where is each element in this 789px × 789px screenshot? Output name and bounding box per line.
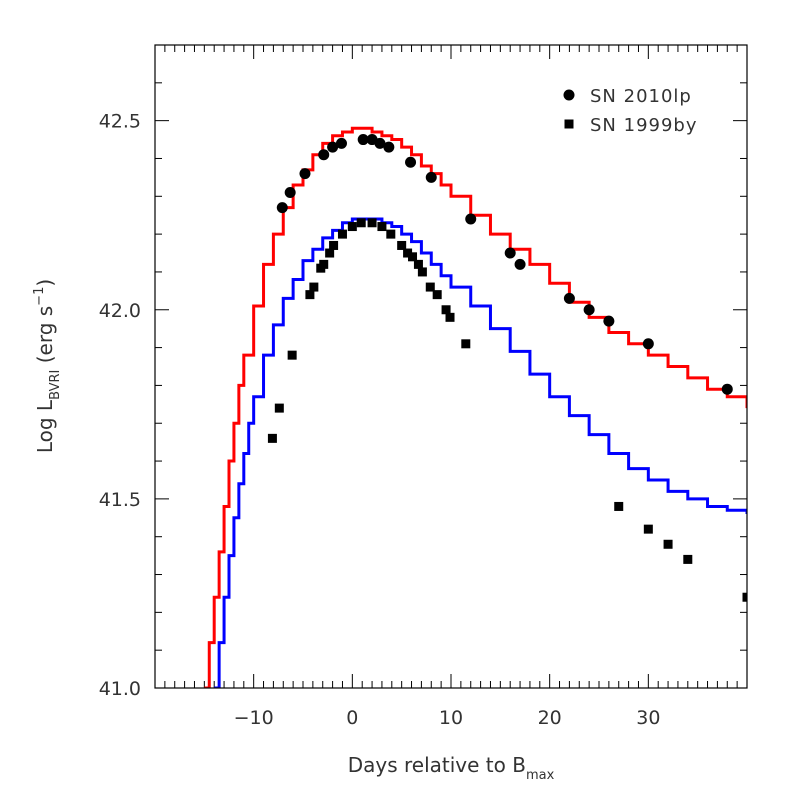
point-sn2010lp: [318, 149, 330, 161]
legend: SN 2010lp SN 1999by: [563, 86, 698, 136]
point-sn2010lp: [465, 213, 477, 225]
point-sn2010lp: [721, 383, 733, 395]
point-sn1999by: [614, 501, 624, 511]
x-tick-label: 10: [439, 707, 463, 729]
point-sn2010lp: [514, 258, 526, 270]
legend-marker-square: [564, 119, 574, 129]
point-sn2010lp: [405, 156, 417, 168]
y-axis-label-main: Log L: [33, 399, 57, 453]
point-sn2010lp: [563, 292, 575, 304]
point-sn2010lp: [583, 304, 595, 316]
x-axis-label: Days relative to Bmax: [348, 753, 555, 783]
point-sn2010lp: [276, 202, 288, 214]
point-sn2010lp: [327, 141, 339, 153]
point-sn1999by: [337, 229, 347, 239]
y-tick-label: 42.0: [99, 300, 141, 322]
y-tick-label: 42.5: [99, 111, 141, 133]
point-sn1999by: [445, 312, 455, 322]
x-axis-label-sub: max: [526, 768, 555, 783]
y-tick-label: 41.0: [99, 678, 141, 700]
legend-label: SN 1999by: [590, 115, 698, 136]
y-tick-label: 41.5: [99, 489, 141, 511]
x-tick-label: −10: [234, 707, 274, 729]
point-sn1999by: [408, 252, 418, 262]
point-sn2010lp: [603, 315, 615, 327]
point-sn1999by: [356, 218, 366, 228]
point-sn2010lp: [284, 187, 296, 199]
y-axis-label-sup: −1: [32, 287, 47, 306]
point-sn1999by: [683, 554, 693, 564]
point-sn2010lp: [357, 134, 369, 146]
point-sn2010lp: [299, 168, 311, 180]
point-sn1999by: [267, 433, 277, 443]
point-sn1999by: [432, 290, 442, 300]
point-sn1999by: [319, 259, 329, 269]
point-sn1999by: [386, 229, 396, 239]
y-axis-label-unit: (erg s: [33, 306, 57, 370]
point-sn1999by: [367, 218, 377, 228]
y-axis-label-sub: BVRI: [48, 370, 63, 400]
point-sn2010lp: [504, 247, 516, 259]
point-sn1999by: [397, 240, 407, 250]
point-sn1999by: [305, 290, 315, 300]
x-tick-label: 0: [346, 707, 358, 729]
point-sn2010lp: [335, 137, 347, 149]
point-sn2010lp: [425, 171, 437, 183]
point-sn2010lp: [642, 338, 654, 350]
point-sn1999by: [417, 267, 427, 277]
point-sn1999by: [413, 259, 423, 269]
point-sn2010lp: [383, 141, 395, 153]
x-tick-label: 20: [538, 707, 562, 729]
point-sn1999by: [663, 539, 673, 549]
point-sn1999by: [347, 222, 357, 232]
point-sn1999by: [274, 403, 284, 413]
data-points: [267, 134, 747, 602]
tick-labels: −10 0 10 20 30 41.0 41.5 42.0 42.5: [99, 111, 661, 729]
point-sn1999by: [461, 339, 471, 349]
legend-marker-circle: [563, 89, 575, 101]
legend-label: SN 2010lp: [590, 86, 692, 107]
point-sn1999by: [309, 282, 319, 292]
point-sn1999by: [403, 248, 413, 258]
x-tick-label: 30: [636, 707, 660, 729]
x-axis-label-main: Days relative to B: [348, 753, 526, 777]
point-sn1999by: [441, 305, 451, 315]
plot-frame: [154, 44, 748, 689]
point-sn1999by: [643, 524, 653, 534]
point-sn1999by: [325, 248, 335, 258]
point-sn1999by: [377, 222, 387, 232]
y-axis-label: Log LBVRI (erg s−1): [32, 279, 63, 453]
point-sn1999by: [287, 350, 297, 360]
model-line-blue: [214, 217, 747, 688]
point-sn1999by: [425, 282, 435, 292]
y-axis-label-close: ): [33, 279, 57, 287]
point-sn2010lp: [374, 137, 386, 149]
point-sn1999by: [329, 240, 339, 250]
point-sn1999by: [742, 592, 747, 602]
